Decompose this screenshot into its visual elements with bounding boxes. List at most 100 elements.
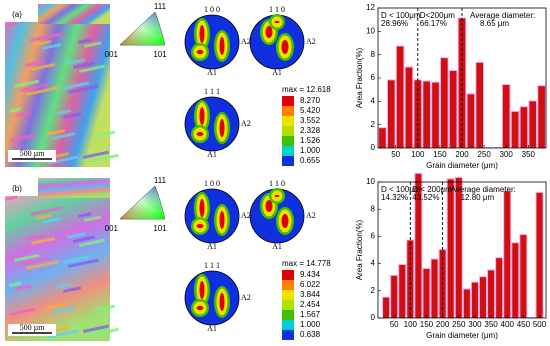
grain-stripe [9,307,36,316]
x-tick-label: 250 [477,150,491,159]
pole-contour [196,224,204,228]
pole-figure [184,270,240,326]
grain-stripe [84,215,102,222]
grain-stripe [36,39,52,46]
y-tick-label: 2 [371,120,376,129]
bar [379,128,386,148]
bar [463,289,470,318]
pole-contour [281,40,289,54]
annotation: 14.32% [381,193,408,202]
y-tick-label: 2 [371,286,376,295]
grain-stripe [36,213,52,220]
grain-stripe [46,129,66,136]
grain-stripe [25,233,46,241]
bar-glow [484,147,493,148]
pole-axis-label: A2 [241,37,251,46]
pole-figure-title: 1 0 0 [204,5,220,14]
bar [467,94,475,148]
grain-stripe [77,38,92,44]
grain-stripe [31,237,56,245]
pole-contour [199,107,205,125]
x-tick-label: 100 [404,320,418,329]
legend-swatch [282,96,294,106]
y-axis-label: Area Fraction(%) [355,219,364,280]
bar [447,179,454,318]
grain-stripe [72,61,96,69]
bar [399,264,406,318]
ipf-top: 111 [154,176,167,185]
max-label: max = 12.618 [282,85,331,94]
grain-stripe [30,63,56,71]
legend-swatch [282,156,294,166]
bar [471,282,478,318]
legend-swatch [282,146,294,156]
bar [496,258,503,318]
grain-stripe [78,212,92,218]
grain-stripe [57,283,72,289]
pole-figure [184,96,240,152]
grain-stripe [57,109,72,115]
annotation: D < 100μm [381,185,421,194]
grain-stripe [26,86,59,96]
scale-bar-label: 500 µm [20,149,46,158]
y-tick-label: 4 [371,259,376,268]
grain-stripe [5,195,18,201]
pole-figure [184,14,240,70]
pole-axis-label: A2 [241,211,251,220]
bar [423,81,430,148]
ipf-right: 101 [153,224,167,233]
bar [449,71,457,148]
bar [512,243,519,318]
x-tick-label: 450 [517,320,531,329]
legend-swatch [282,290,294,300]
pole-figure-title: 1 1 1 [204,87,220,96]
y-tick-label: 12 [366,3,375,12]
y-tick-label: 10 [366,177,375,186]
grain-stripe [94,304,116,312]
legend-value: 9.434 [300,270,321,279]
grain-stripe [62,255,90,264]
y-tick-label: 8 [371,204,376,213]
x-tick-label: 200 [455,150,469,159]
pole-contour [274,195,280,197]
annotation: Average diameter: [470,11,535,20]
grain-stripe [46,329,79,339]
pole-axis-label: A1 [272,242,282,251]
grain-stripe [62,81,90,90]
annotation: D < 100μm [381,11,421,20]
x-tick-label: 100 [411,150,425,159]
grain-stripe [5,21,18,27]
grain-stripe [19,256,49,266]
grain-stripe [89,327,119,337]
legend-value: 1.000 [300,146,321,155]
bar [383,297,390,318]
bar [476,62,483,149]
grain-stripe [79,64,106,73]
legend-value: 6.022 [300,280,321,289]
y-tick-label: 6 [371,232,376,241]
y-axis-label: Area Fraction(%) [355,47,364,108]
pole-figure-title: 1 0 0 [204,179,220,188]
legend-value: 1.526 [300,136,321,145]
bar [538,86,545,148]
legend-swatch [282,310,294,320]
grain-stripe [68,258,99,268]
pole-axis-label: A1 [207,324,217,333]
x-axis-label: Grain diameter (μm) [426,331,498,340]
grain-stripe [89,153,119,163]
panel-label: (b) [12,184,22,193]
grain-stripe [52,132,76,140]
legend-value: 2.328 [300,126,321,135]
legend-value: 3.552 [300,116,321,125]
grain-stripe [10,133,36,142]
pole-contour [265,200,273,212]
pole-axis-label: A2 [241,119,251,128]
x-tick-label: 350 [484,320,498,329]
ebsd-map-top [38,178,110,198]
pole-contour [196,132,204,136]
pole-axis-label: A2 [306,37,316,46]
pole-contour [199,25,205,43]
legend-swatch [282,116,294,126]
annotation: 66.17% [420,19,447,28]
